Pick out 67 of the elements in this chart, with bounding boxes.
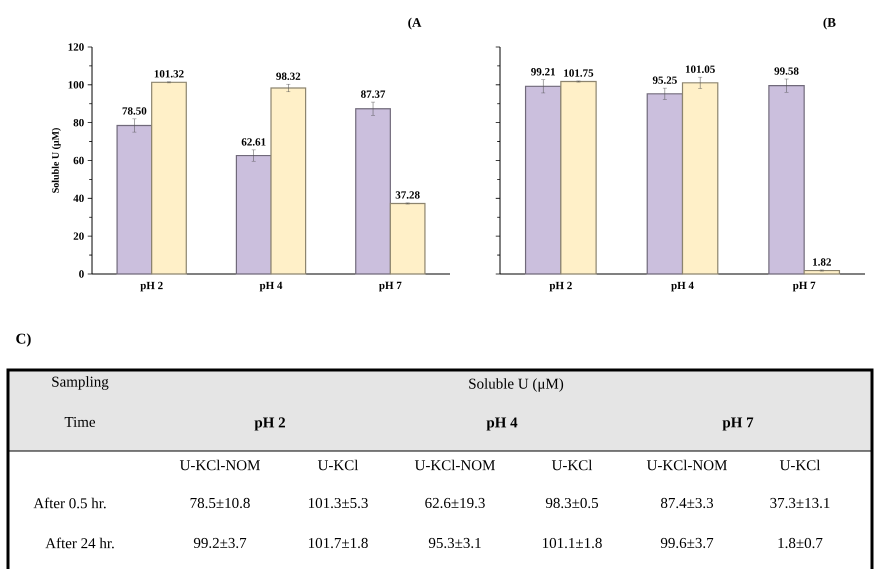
text: Time xyxy=(64,416,96,428)
text: 87.4±3.3 xyxy=(660,498,714,508)
y-tick-label: 120 xyxy=(68,43,84,51)
text: 95.3±3.1 xyxy=(428,538,481,548)
y-tick-label: 20 xyxy=(74,232,84,240)
text: 101.3±5.3 xyxy=(308,498,368,508)
text: 101.1±1.8 xyxy=(542,538,602,548)
data-label: 101.75 xyxy=(564,69,594,77)
text: 78.5±10.8 xyxy=(190,498,250,508)
data-label: 101.05 xyxy=(686,65,715,73)
bar xyxy=(116,124,152,275)
y-axis-title: Soluble U (μM) xyxy=(52,128,61,193)
data-label: 95.25 xyxy=(652,76,677,84)
chart-title: (A xyxy=(408,18,422,30)
data-label: 37.28 xyxy=(396,191,420,199)
bar xyxy=(768,85,805,275)
bar xyxy=(804,270,840,275)
x-tick-label: pH 4 xyxy=(671,282,694,292)
bar xyxy=(355,108,391,275)
x-tick-label: pH 7 xyxy=(792,282,816,292)
data-label: 1.82 xyxy=(813,258,831,266)
bar xyxy=(390,202,426,275)
x-tick-label: pH 2 xyxy=(140,282,163,292)
text: pH 7 xyxy=(722,417,754,430)
y-tick-label: 80 xyxy=(74,118,84,126)
text: 1.8±0.7 xyxy=(778,538,822,548)
bar xyxy=(151,82,187,275)
bar xyxy=(236,154,272,275)
bar xyxy=(682,82,718,275)
data-label: 101.32 xyxy=(154,70,184,78)
bar xyxy=(270,87,306,275)
text: U-KCl xyxy=(318,460,358,470)
data-label: 87.37 xyxy=(361,90,386,98)
text: 62.6±19.3 xyxy=(425,498,485,508)
text: U-KCl xyxy=(780,460,820,470)
text: pH 2 xyxy=(254,417,285,431)
data-label: 98.32 xyxy=(276,72,300,80)
bar xyxy=(560,80,597,275)
text: pH 4 xyxy=(486,417,518,431)
text: U-KCl xyxy=(552,460,592,470)
x-tick-label: pH 2 xyxy=(550,282,572,292)
text: 99.2±3.7 xyxy=(194,538,246,548)
text: Soluble U (μM) xyxy=(469,378,564,392)
text: Sampling xyxy=(52,376,108,390)
text: 98.3±0.5 xyxy=(546,498,598,508)
text: 37.3±13.1 xyxy=(770,498,830,508)
data-label: 99.21 xyxy=(531,68,555,76)
data-label: 62.61 xyxy=(242,138,266,146)
text: 101.7±1.8 xyxy=(308,538,368,548)
bar xyxy=(524,86,562,275)
text: U-KCl-NOM xyxy=(414,460,495,470)
text: U-KCl-NOM xyxy=(180,460,260,470)
data-label: 78.50 xyxy=(122,107,146,115)
y-tick-label: 60 xyxy=(74,156,84,164)
x-tick-label: pH 4 xyxy=(260,282,282,292)
y-tick-label: 100 xyxy=(68,81,84,89)
data-label: 99.58 xyxy=(774,67,799,75)
text: C) xyxy=(16,333,31,347)
chart-title: (B xyxy=(823,18,836,30)
x-tick-label: pH 7 xyxy=(379,282,402,292)
y-tick-label: 40 xyxy=(73,194,84,202)
bar xyxy=(646,93,684,275)
text: After 24 hr. xyxy=(45,538,114,548)
text: After 0.5 hr. xyxy=(33,498,106,508)
y-tick-label: 0 xyxy=(79,270,84,278)
text: 99.6±3.7 xyxy=(660,538,714,548)
text: U-KCl-NOM xyxy=(646,460,727,470)
